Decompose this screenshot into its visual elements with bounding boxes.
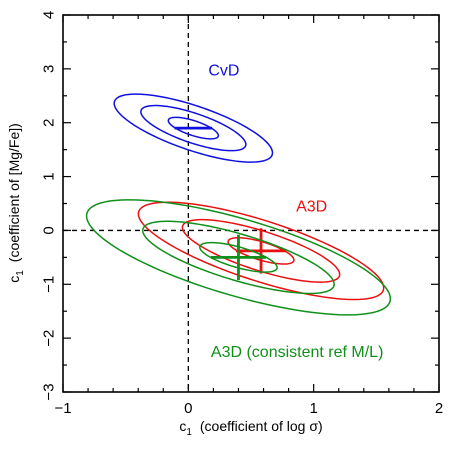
y-tick-label: 3 xyxy=(41,65,58,73)
x-tick-label: 0 xyxy=(184,400,192,417)
series-1 xyxy=(137,201,385,301)
annotation-label: A3D xyxy=(296,199,327,216)
series-0 xyxy=(113,93,274,163)
x-axis-label-main: c xyxy=(179,418,186,434)
y-tick-label: 2 xyxy=(41,119,58,127)
x-axis-label-sub: 1 xyxy=(186,427,192,438)
series-2 xyxy=(85,199,392,316)
x-tick-label: 1 xyxy=(309,400,317,417)
y-tick-label: −3 xyxy=(41,383,58,400)
y-tick-label: 1 xyxy=(41,172,58,180)
annotation-label: A3D (consistent ref M/L) xyxy=(211,344,383,361)
contour-ellipse xyxy=(227,237,295,265)
y-tick-label: 4 xyxy=(41,11,58,19)
y-tick-label: −1 xyxy=(41,276,58,293)
x-tick-label: −1 xyxy=(54,400,71,417)
data-marks xyxy=(85,93,392,316)
reference-lines xyxy=(63,15,439,392)
annotations: CvD A3D A3D (consistent ref M/L) xyxy=(208,62,383,361)
plot-frame xyxy=(62,14,440,393)
annotation-label: CvD xyxy=(208,62,239,79)
contour-ellipse xyxy=(167,116,220,140)
contour-ellipse xyxy=(199,241,278,273)
x-tick-label: 2 xyxy=(435,400,443,417)
y-axis-label: c1 (coefficient of [Mg/Fe]) xyxy=(6,123,26,283)
y-tick-label: 0 xyxy=(41,226,58,234)
contour-ellipse xyxy=(137,201,385,301)
tick-labels: −1 0 1 2 −3 −2 −1 0 1 2 3 4 xyxy=(41,11,444,417)
x-axis-label-rest: (coefficient of log σ) xyxy=(200,418,323,434)
y-axis-label-sub: 1 xyxy=(15,270,26,276)
y-tick-label: −2 xyxy=(41,330,58,347)
axis-ticks xyxy=(62,14,440,393)
y-axis-label-main: c xyxy=(6,276,22,283)
x-axis-label: c1 (coefficient of log σ) xyxy=(179,418,322,438)
contour-ellipse xyxy=(113,93,274,163)
contour-ellipse xyxy=(142,220,335,295)
contour-ellipse xyxy=(85,199,392,316)
y-axis-label-rest: (coefficient of [Mg/Fe]) xyxy=(6,123,22,262)
contour-ellipse xyxy=(140,104,247,152)
